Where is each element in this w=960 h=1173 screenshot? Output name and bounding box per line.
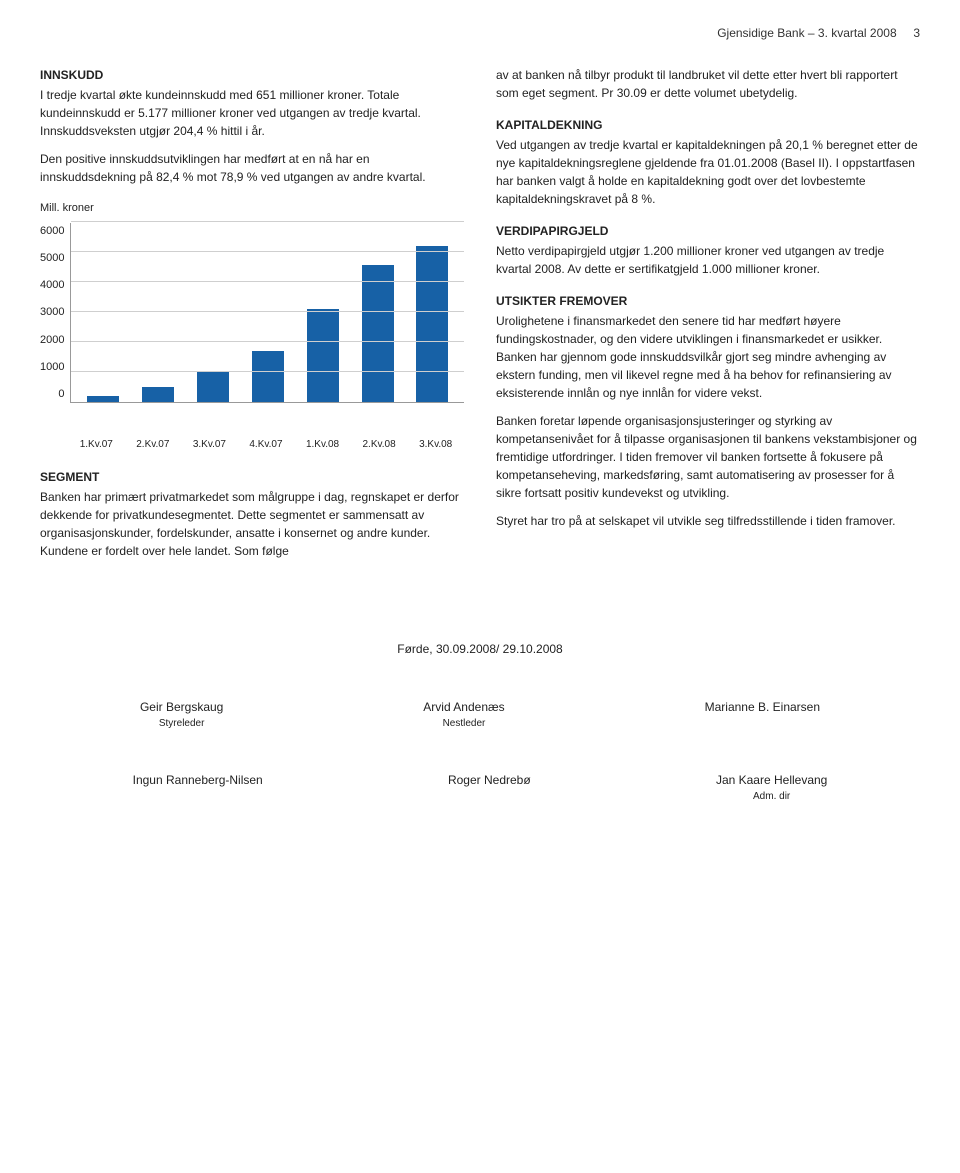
header-text: Gjensidige Bank – 3. kvartal 2008 [717,26,896,40]
innskudd-p1: I tredje kvartal økte kundeinnskudd med … [40,86,464,140]
sig-name: Arvid Andenæs [423,698,504,716]
signature: Jan Kaare Hellevang Adm. dir [716,771,827,804]
chart-x-axis: 1.Kv.07 2.Kv.07 3.Kv.07 4.Kv.07 1.Kv.08 2.Kv.… [68,437,464,452]
chart-y-label: Mill. kroner [40,200,464,217]
utsikter-title: Utsikter fremover [496,292,920,310]
x-tick: 2.Kv.07 [133,437,173,452]
signature: Ingun Ranneberg-Nilsen [133,771,263,804]
page-number: 3 [913,26,920,40]
chart-bar [362,265,394,402]
chart-bar [87,396,119,402]
signature: Geir Bergskaug Styreleder [140,698,223,731]
chart-bar [197,372,229,402]
signature-date: Førde, 30.09.2008/ 29.10.2008 [40,640,920,658]
y-tick: 3000 [40,304,64,321]
chart-area: 0 1000 2000 3000 4000 5000 6000 [40,223,464,433]
sig-name: Marianne B. Einarsen [705,698,820,716]
signature: Marianne B. Einarsen [705,698,820,731]
y-tick: 0 [58,386,64,403]
signature-row-1: Geir Bergskaug Styreleder Arvid Andenæs … [40,698,920,731]
x-tick: 3.Kv.08 [416,437,456,452]
left-column: Innskudd I tredje kvartal økte kundeinns… [40,66,464,570]
sig-name: Roger Nedrebø [448,771,531,789]
x-tick: 4.Kv.07 [246,437,286,452]
chart-bar [142,387,174,402]
segment-p: Banken har primært privatmarkedet som må… [40,488,464,560]
kapital-p: Ved utgangen av tredje kvartal er kapita… [496,136,920,208]
chart-bar [307,309,339,402]
two-column-layout: Innskudd I tredje kvartal økte kundeinns… [40,66,920,570]
utsikter-p2: Banken foretar løpende organisasjonsjust… [496,412,920,502]
sig-name: Jan Kaare Hellevang [716,771,827,789]
innskudd-p2: Den positive innskuddsutviklingen har me… [40,150,464,186]
x-tick: 1.Kv.08 [303,437,343,452]
grid-line [71,371,464,372]
right-column: av at banken nå tilbyr produkt til landb… [496,66,920,570]
page-header: Gjensidige Bank – 3. kvartal 2008 3 [40,24,920,42]
grid-line [71,281,464,282]
continuation-p: av at banken nå tilbyr produkt til landb… [496,66,920,102]
x-tick: 3.Kv.07 [189,437,229,452]
chart-bars [71,223,464,402]
chart-bar [416,246,448,402]
sig-role: Adm. dir [716,789,827,804]
signature: Arvid Andenæs Nestleder [423,698,504,731]
x-tick: 2.Kv.08 [359,437,399,452]
grid-line [71,341,464,342]
grid-line [71,311,464,312]
segment-title: Segment [40,468,464,486]
sig-role: Styreleder [140,716,223,731]
chart-plot [70,223,464,403]
grid-line [71,251,464,252]
verdi-title: Verdipapirgjeld [496,222,920,240]
signature: Roger Nedrebø [448,771,531,804]
utsikter-p1: Urolighetene i finansmarkedet den senere… [496,312,920,402]
sig-name: Geir Bergskaug [140,698,223,716]
utsikter-p3: Styret har tro på at selskapet vil utvik… [496,512,920,530]
chart-bar [252,351,284,402]
kapital-title: Kapitaldekning [496,116,920,134]
y-tick: 6000 [40,223,64,240]
verdi-p: Netto verdipapirgjeld utgjør 1.200 milli… [496,242,920,278]
y-tick: 4000 [40,277,64,294]
y-tick: 2000 [40,332,64,349]
innskudd-title: Innskudd [40,66,464,84]
y-tick: 1000 [40,359,64,376]
y-tick: 5000 [40,250,64,267]
signature-row-2: Ingun Ranneberg-Nilsen Roger Nedrebø Jan… [40,771,920,804]
x-tick: 1.Kv.07 [76,437,116,452]
chart-y-axis: 0 1000 2000 3000 4000 5000 6000 [40,223,70,403]
grid-line [71,221,464,222]
sig-role: Nestleder [423,716,504,731]
sig-name: Ingun Ranneberg-Nilsen [133,771,263,789]
innskudd-chart: Mill. kroner 0 1000 2000 3000 4000 5000 6000 1… [40,200,464,452]
